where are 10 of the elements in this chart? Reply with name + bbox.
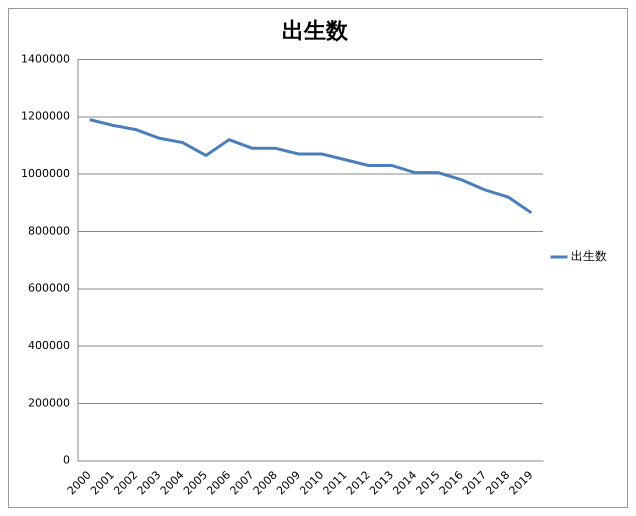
- legend-label: 出生数: [571, 249, 607, 264]
- y-tick-label: 200000: [28, 396, 70, 410]
- chart-title: 出生数: [282, 18, 349, 44]
- y-tick-label: 0: [62, 454, 70, 467]
- y-tick-label: 800000: [28, 224, 70, 238]
- y-tick-label: 600000: [28, 282, 70, 295]
- y-tick-label: 1400000: [20, 52, 70, 66]
- y-tick-label: 1200000: [20, 110, 70, 123]
- y-tick-label: 400000: [28, 339, 70, 352]
- y-tick-label: 1000000: [20, 166, 70, 180]
